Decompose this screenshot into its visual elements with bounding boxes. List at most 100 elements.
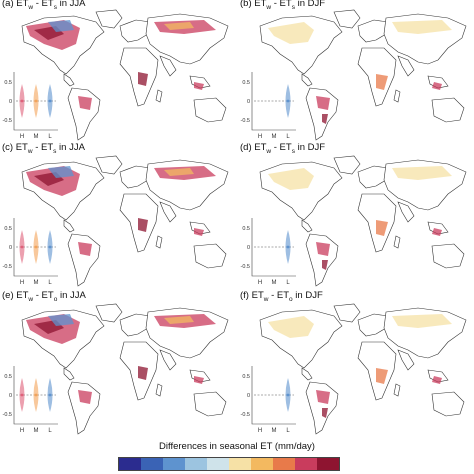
et-difference-patch xyxy=(78,390,92,404)
violin-median-dot xyxy=(286,245,290,249)
world-map-c: 0.5 0 -0.5 H M L xyxy=(3,155,229,287)
landmass-outline xyxy=(155,383,163,397)
inset-axis xyxy=(13,218,58,277)
inset-xtick-label: L xyxy=(48,134,52,140)
colorbar-swatch xyxy=(317,458,339,470)
et-difference-patch xyxy=(164,168,194,176)
map-panel-f: 0.5 0 -0.5 H M L (f) ETw - ETo in DJF xyxy=(238,290,470,436)
landmass-outline xyxy=(431,243,465,269)
et-difference-patch xyxy=(48,166,74,178)
inset-axis xyxy=(251,72,296,131)
inset-axis xyxy=(13,72,58,131)
inset-xtick-label: L xyxy=(286,134,290,140)
inset-xtick-label: H xyxy=(258,134,262,140)
et-difference-patch xyxy=(194,376,204,384)
inset-violin-plot: 0.5 0 -0.5 H M L xyxy=(241,72,296,140)
inset-ytick-label: 0.5 xyxy=(242,226,250,232)
landmass-outline xyxy=(193,391,227,417)
inset-violin-plot: 0.5 0 -0.5 H M L xyxy=(3,218,58,286)
landmass-outline xyxy=(159,55,177,77)
et-difference-patch xyxy=(432,82,442,90)
panel-title: (e) ETw - ETo in JJA xyxy=(2,290,86,303)
et-difference-patch xyxy=(194,228,204,236)
et-difference-patch xyxy=(194,82,204,90)
landmass-outline xyxy=(333,303,361,323)
landmass-outline xyxy=(95,155,123,175)
inset-violin-plot: 0.5 0 -0.5 H M L xyxy=(241,218,296,286)
landmass-outline xyxy=(67,233,101,287)
map-panel-d: 0.5 0 -0.5 H M L (d) ETw - ETs in DJF xyxy=(238,142,470,288)
inset-xtick-label: M xyxy=(34,280,39,286)
violin-median-dot xyxy=(20,245,24,249)
inset-xtick-label: H xyxy=(20,134,24,140)
et-difference-patch xyxy=(78,96,92,110)
et-difference-patch xyxy=(48,314,74,326)
inset-ytick-label: 0.5 xyxy=(242,374,250,380)
landmass-outline xyxy=(393,383,401,397)
panel-title: (c) ETw - ETs in JJA xyxy=(2,142,85,155)
landmass-outline xyxy=(155,89,163,103)
inset-ytick-label: -0.5 xyxy=(3,118,12,124)
et-difference-patch xyxy=(138,366,148,380)
landmass-outline xyxy=(301,219,313,233)
et-difference-patch xyxy=(432,376,442,384)
inset-xtick-label: M xyxy=(272,428,277,434)
inset-ytick-label: 0.5 xyxy=(242,80,250,86)
inset-xtick-label: L xyxy=(48,280,52,286)
inset-violin-plot: 0.5 0 -0.5 H M L xyxy=(241,366,296,434)
inset-xtick-label: M xyxy=(34,428,39,434)
colorbar-swatch xyxy=(229,458,251,470)
et-difference-patch xyxy=(432,228,442,236)
landmass-outline xyxy=(67,381,101,435)
colorbar-swatch xyxy=(273,458,295,470)
inset-ytick-label: 0 xyxy=(247,393,250,399)
landmass-outline xyxy=(393,89,401,103)
et-difference-patch xyxy=(392,314,452,328)
violin-median-dot xyxy=(34,99,38,103)
map-panel-e: 0.5 0 -0.5 H M L (e) ETw - ETo in JJA xyxy=(0,290,232,436)
map-panel-b: 0.5 0 -0.5 H M L (b) ETw - ETs in DJF xyxy=(238,0,470,142)
colorbar-title: Differences in seasonal ET (mm/day) xyxy=(159,441,315,452)
landmass-outline xyxy=(193,243,227,269)
inset-xtick-label: M xyxy=(34,134,39,140)
inset-xtick-label: M xyxy=(272,280,277,286)
violin-median-dot xyxy=(48,245,52,249)
landmass-outline xyxy=(95,9,123,29)
colorbar xyxy=(118,457,340,471)
violin-median-dot xyxy=(34,245,38,249)
landmass-outline xyxy=(301,367,313,381)
landmass-outline xyxy=(95,303,123,323)
landmass-outline xyxy=(63,73,75,87)
inset-ytick-label: 0.5 xyxy=(4,80,12,86)
landmass-outline xyxy=(155,235,163,249)
et-difference-patch xyxy=(78,242,92,256)
landmass-outline xyxy=(431,97,465,123)
violin-median-dot xyxy=(286,393,290,397)
inset-ytick-label: -0.5 xyxy=(241,412,250,418)
et-difference-patch xyxy=(376,220,388,236)
landmass-outline xyxy=(431,391,465,417)
et-difference-patch xyxy=(48,20,74,32)
violin-median-dot xyxy=(286,99,290,103)
map-panel-c: 0.5 0 -0.5 H M L (c) ETw - ETs in JJA xyxy=(0,142,232,288)
colorbar-swatch xyxy=(251,458,273,470)
colorbar-swatch xyxy=(207,458,229,470)
colorbar-swatch xyxy=(185,458,207,470)
inset-ytick-label: -0.5 xyxy=(3,264,12,270)
inset-ytick-label: 0 xyxy=(247,99,250,105)
inset-xtick-label: L xyxy=(286,428,290,434)
et-difference-patch xyxy=(164,316,194,324)
inset-xtick-label: L xyxy=(48,428,52,434)
landmass-outline xyxy=(119,313,151,337)
landmass-outline xyxy=(333,155,361,175)
inset-ytick-label: 0 xyxy=(9,245,12,251)
colorbar-swatch xyxy=(119,458,141,470)
colorbar-swatch xyxy=(141,458,163,470)
inset-xtick-label: L xyxy=(286,280,290,286)
violin-median-dot xyxy=(48,99,52,103)
et-difference-patch xyxy=(322,260,328,270)
et-difference-patch xyxy=(268,316,314,338)
panel-title: (d) ETw - ETs in DJF xyxy=(240,142,326,155)
colorbar-swatch xyxy=(295,458,317,470)
panel-title: (a) ETw - ETs in JJA xyxy=(2,0,86,11)
